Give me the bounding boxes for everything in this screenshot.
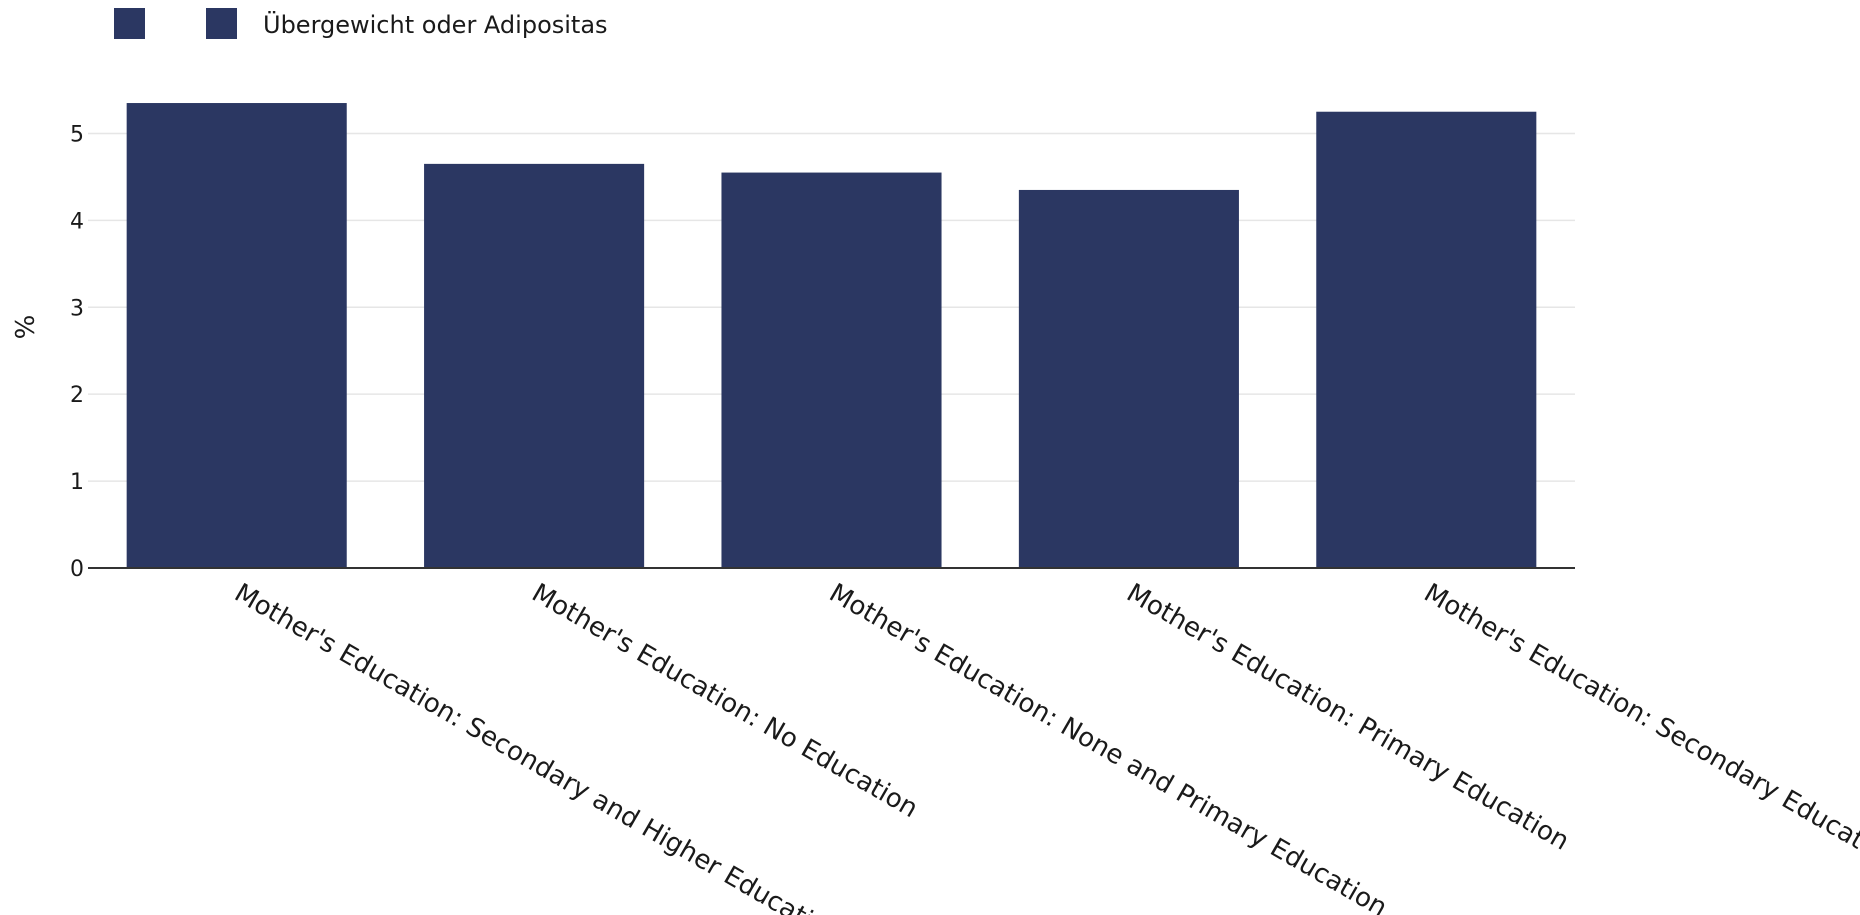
y-tick-label: 2 <box>70 383 84 408</box>
bar[interactable] <box>721 172 942 568</box>
bars <box>126 103 1537 569</box>
bar[interactable] <box>1018 189 1239 569</box>
legend-label: Übergewicht oder Adipositas <box>263 10 608 39</box>
legend-swatch[interactable] <box>206 8 237 39</box>
legend: Übergewicht oder Adipositas <box>114 8 608 39</box>
legend-swatch[interactable] <box>114 8 145 39</box>
y-tick-label: 5 <box>70 122 84 147</box>
y-tick-label: 1 <box>70 470 84 495</box>
y-axis-title: % <box>11 315 41 340</box>
bar[interactable] <box>424 163 645 568</box>
y-axis: 0 1 2 3 4 5 <box>70 122 84 582</box>
y-tick-label: 0 <box>70 557 84 582</box>
x-tick-label: Mother's Education: None and Primary Edu… <box>824 578 1392 915</box>
y-tick-label: 4 <box>70 209 84 234</box>
bar[interactable] <box>126 103 347 568</box>
x-tick-label: Mother's Education: Secondary and Higher… <box>229 578 845 915</box>
y-tick-label: 3 <box>70 296 84 321</box>
x-axis-labels: Mother's Education: Secondary and Higher… <box>229 578 1860 915</box>
bar[interactable] <box>1316 111 1537 569</box>
x-tick-label: Mother's Education: Secondary Education <box>1419 578 1860 875</box>
